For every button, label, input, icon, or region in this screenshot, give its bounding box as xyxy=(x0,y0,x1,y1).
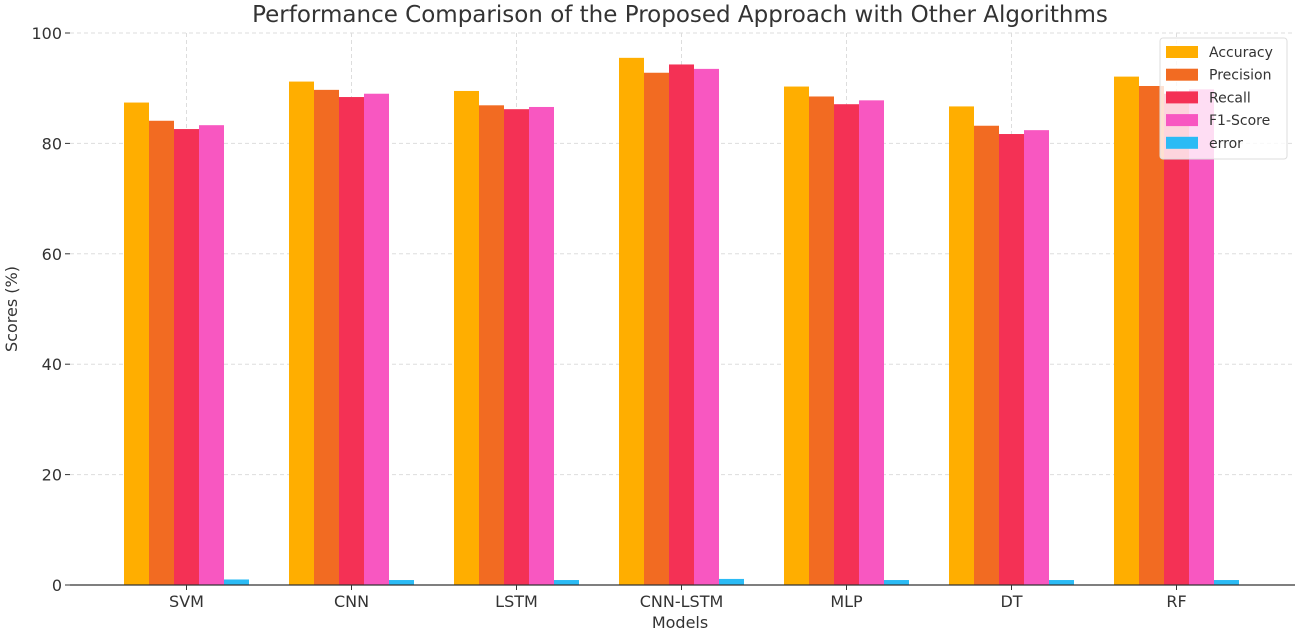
bar-error-cnn xyxy=(389,580,414,585)
legend: Accuracy Precision Recall F1-Score error xyxy=(1159,37,1288,160)
y-tick-label: 80 xyxy=(42,134,62,153)
y-tick-label: 20 xyxy=(42,466,62,485)
bar-accuracy-cnn xyxy=(289,81,314,586)
bar-f1-score-cnn xyxy=(364,93,389,585)
legend-label: Precision xyxy=(1209,68,1271,84)
y-axis-label: Scores (%) xyxy=(2,266,21,352)
bar-accuracy-svm xyxy=(124,102,149,585)
bar-error-rf xyxy=(1214,580,1239,585)
x-tick-label: DT xyxy=(1000,592,1022,611)
y-tick-label: 40 xyxy=(42,355,62,374)
legend-label: F1-Score xyxy=(1209,113,1270,129)
legend-label: Recall xyxy=(1209,90,1251,106)
y-tick-label: 100 xyxy=(31,24,62,43)
bar-f1-score-rf xyxy=(1189,89,1214,585)
bar-recall-dt xyxy=(999,134,1024,586)
bar-accuracy-cnn-lstm xyxy=(619,57,644,585)
bar-recall-cnn-lstm xyxy=(669,64,694,586)
x-axis-label: Models xyxy=(652,613,708,632)
x-tick-label: RF xyxy=(1166,592,1186,611)
bar-precision-cnn xyxy=(314,89,339,585)
bar-precision-dt xyxy=(974,125,999,586)
bars xyxy=(124,57,1239,586)
legend-swatch-precision xyxy=(1166,68,1198,81)
bar-recall-cnn xyxy=(339,97,364,586)
bar-accuracy-mlp xyxy=(784,86,809,585)
x-tick-label: CNN xyxy=(334,592,369,611)
bar-error-mlp xyxy=(884,580,909,585)
y-ticks: 0 20 40 60 80 100 xyxy=(31,24,70,595)
bar-f1-score-dt xyxy=(1024,130,1049,586)
legend-swatch-accuracy xyxy=(1166,46,1198,58)
bar-recall-lstm xyxy=(504,109,529,586)
bar-error-dt xyxy=(1049,580,1074,585)
legend-swatch-f1-score xyxy=(1166,114,1198,127)
bar-f1-score-mlp xyxy=(859,100,884,586)
bar-accuracy-dt xyxy=(949,106,974,585)
bar-precision-cnn-lstm xyxy=(644,72,669,585)
bar-precision-lstm xyxy=(479,105,504,585)
chart-title: Performance Comparison of the Proposed A… xyxy=(252,2,1108,28)
bar-f1-score-svm xyxy=(199,125,224,586)
bar-precision-mlp xyxy=(809,96,834,585)
bar-accuracy-lstm xyxy=(454,90,479,586)
bar-error-cnn-lstm xyxy=(719,578,744,585)
x-ticks: SVM CNN LSTM CNN-LSTM MLP DT RF xyxy=(169,585,1187,611)
y-tick-label: 60 xyxy=(42,245,62,264)
x-tick-label: MLP xyxy=(830,592,863,611)
bar-recall-mlp xyxy=(834,104,859,585)
x-tick-label: SVM xyxy=(169,592,204,611)
legend-swatch-error xyxy=(1166,136,1198,149)
x-tick-label: LSTM xyxy=(495,592,538,611)
legend-label: error xyxy=(1209,136,1243,152)
bar-f1-score-cnn-lstm xyxy=(694,68,719,585)
x-tick-label: CNN-LSTM xyxy=(640,592,724,611)
legend-box xyxy=(1159,37,1288,160)
bar-recall-rf xyxy=(1164,93,1189,585)
bar-precision-svm xyxy=(149,120,174,585)
bar-precision-rf xyxy=(1139,85,1164,585)
bar-error-lstm xyxy=(554,580,579,585)
legend-swatch-recall xyxy=(1166,91,1198,104)
bar-error-svm xyxy=(224,579,249,585)
legend-label: Accuracy xyxy=(1209,45,1273,61)
bar-accuracy-rf xyxy=(1114,76,1139,585)
bar-f1-score-lstm xyxy=(529,106,554,585)
y-tick-label: 0 xyxy=(52,576,62,595)
bar-recall-svm xyxy=(174,129,199,585)
